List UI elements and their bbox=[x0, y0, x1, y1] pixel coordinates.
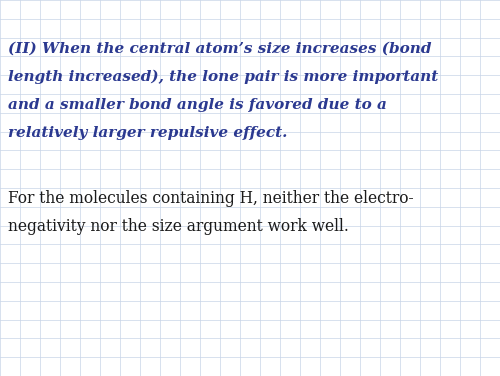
Text: length increased), the lone pair is more important: length increased), the lone pair is more… bbox=[8, 70, 438, 84]
Text: For the molecules containing H, neither the electro-: For the molecules containing H, neither … bbox=[8, 190, 414, 207]
Text: relatively larger repulsive effect.: relatively larger repulsive effect. bbox=[8, 126, 287, 140]
Text: (II) When the central atom’s size increases (bond: (II) When the central atom’s size increa… bbox=[8, 42, 432, 56]
Text: and a smaller bond angle is favored due to a: and a smaller bond angle is favored due … bbox=[8, 98, 387, 112]
Text: negativity nor the size argument work well.: negativity nor the size argument work we… bbox=[8, 218, 349, 235]
